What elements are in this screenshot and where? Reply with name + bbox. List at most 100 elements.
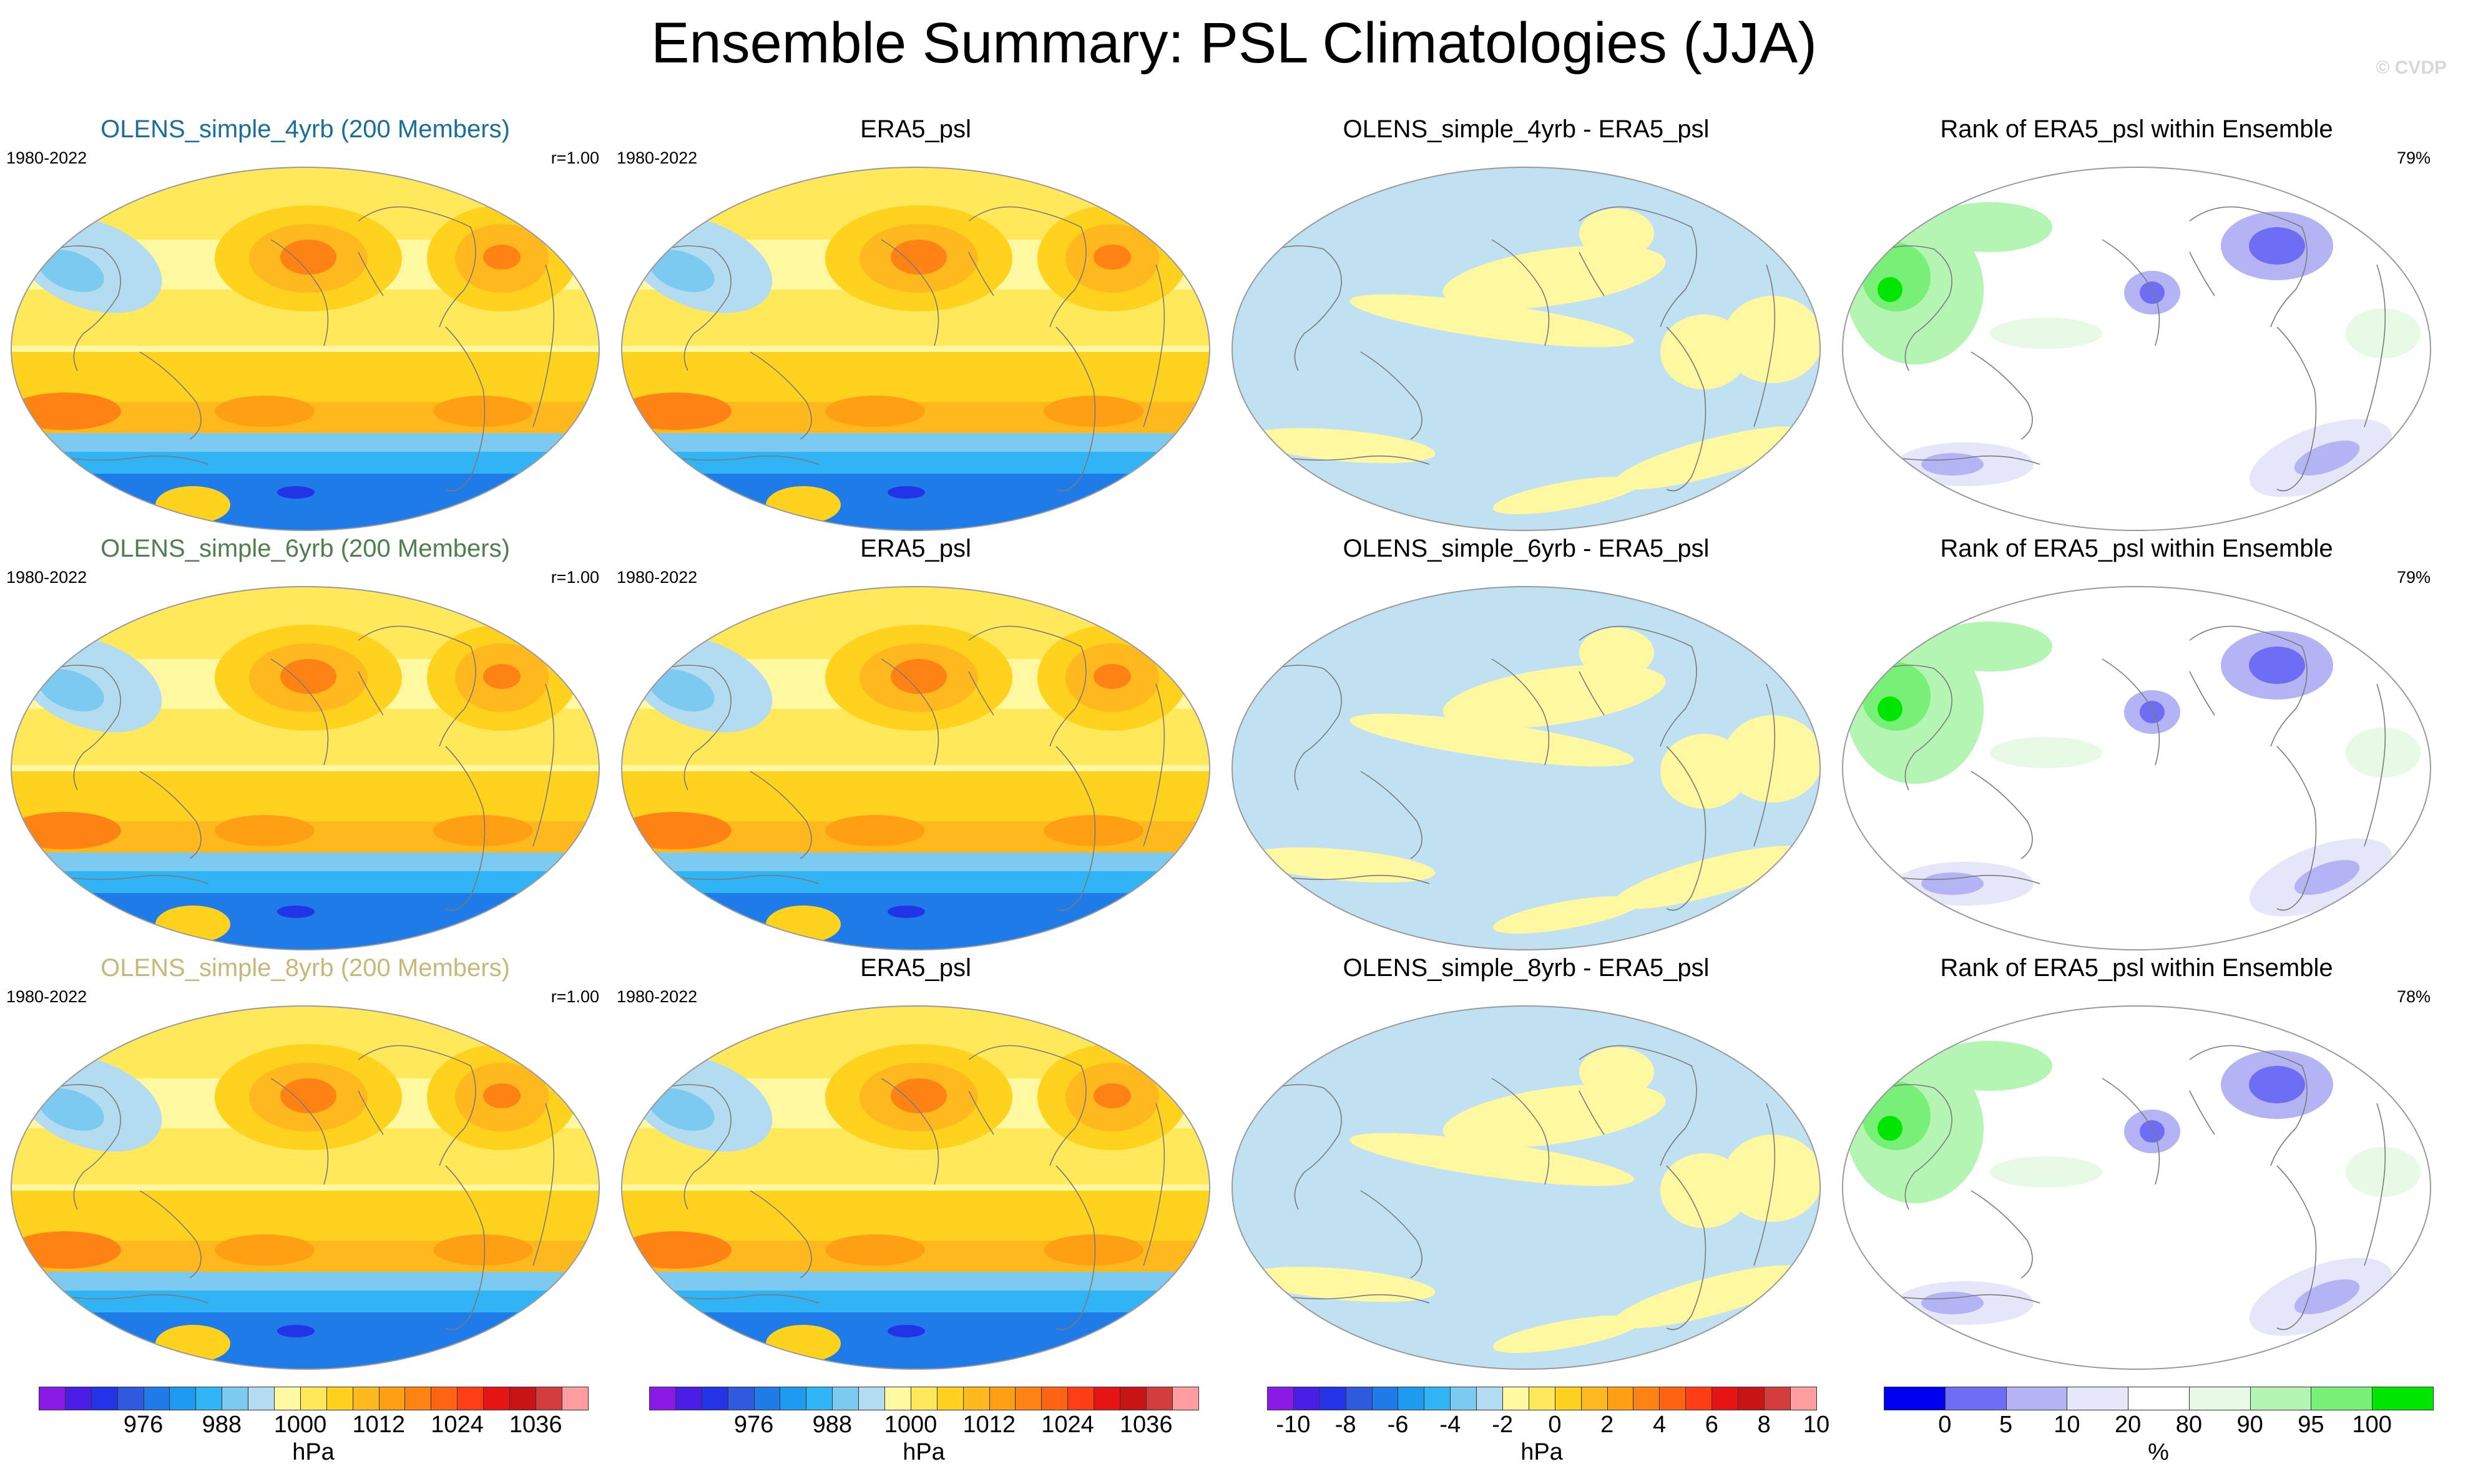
asian-low-core (649, 250, 715, 292)
azores-high-core (483, 664, 521, 689)
coastline-segment (1666, 1165, 1707, 1330)
colorbar-swatch (1319, 1387, 1346, 1410)
coastline-segment (532, 264, 555, 427)
colorbar-tick: 988 (812, 1412, 853, 1438)
rank-low-pacific-core (2140, 1120, 2165, 1143)
period-label: 1980-2022 (6, 568, 87, 587)
map-outline (1842, 167, 2431, 531)
map-psl (11, 167, 600, 531)
coastline-segment (1864, 665, 1952, 791)
rank-high-eurasia (1927, 202, 2052, 252)
colorbar: 0 5 10 20 80 90 95 100% (1884, 1387, 2434, 1480)
rank-high-africa (2346, 308, 2421, 358)
psl-southern-trough-1 (622, 1272, 1210, 1291)
colorbar-unit: hPa (1520, 1439, 1563, 1465)
north-pacific-high-core (280, 659, 336, 694)
rank-low-pacific-core (2140, 701, 2165, 723)
diff-positive-south-atlantic (1614, 846, 1807, 909)
pattern-correlation-label: r=1.00 (551, 568, 599, 587)
south-pacific-high (215, 815, 315, 846)
colorbar-unit: hPa (903, 1439, 945, 1465)
colorbar-swatch (2067, 1387, 2129, 1410)
diff-positive-south-pacific (1492, 1315, 1641, 1354)
page-title: Ensemble Summary: PSL Climatologies (JJA… (651, 11, 1817, 75)
colorbar-swatch (274, 1387, 301, 1410)
azores-high-core (1094, 245, 1131, 270)
colorbar-unit: hPa (292, 1439, 335, 1465)
asian-low-core (649, 1088, 715, 1131)
coastline-segment (358, 206, 476, 328)
coastline-segment (33, 245, 121, 371)
diff-positive-south-indian (1248, 427, 1436, 464)
coastline-segment (2364, 264, 2386, 427)
colorbar-swatch (1659, 1387, 1687, 1410)
rank-high-indian-core (1862, 662, 1931, 731)
azores-high-core (1094, 1083, 1131, 1108)
psl-south-subtropic-band (622, 352, 1210, 402)
coastline-segment (33, 1084, 121, 1210)
colorbar: 976 988 1000 1012 1024 1036 hPa (649, 1387, 1199, 1480)
rank-low-north-atlantic-core (2249, 647, 2305, 684)
north-pacific-high-core (891, 1078, 947, 1113)
coastline-segment (1254, 245, 1342, 371)
map-outline (621, 1005, 1210, 1370)
map-panel-psl: ERA5_psl 1980-2022 (610, 532, 1221, 954)
coastline-segment (445, 1165, 486, 1330)
panel-title: Rank of ERA5_psl within Ensemble (1940, 535, 2333, 562)
colorbar-swatches (39, 1387, 589, 1410)
map-rank (1842, 1005, 2431, 1370)
coastline-segment (1753, 1103, 1776, 1266)
coastline-segment (33, 665, 121, 791)
south-indian-high (11, 812, 121, 849)
colorbar-swatch (1345, 1387, 1373, 1410)
colorbar-tick-labels: 976 988 1000 1012 1024 1036 (39, 1412, 588, 1439)
colorbar-tick: 1036 (1119, 1412, 1173, 1438)
north-pacific-high-core (891, 659, 947, 694)
colorbar-swatch (2128, 1387, 2190, 1410)
colorbar-swatch (806, 1387, 833, 1410)
rank-high-west-pacific (1990, 737, 2102, 768)
colorbar-swatch (1502, 1387, 1529, 1410)
colorbar-swatch (39, 1387, 66, 1410)
diff-positive-south-pacific (1492, 476, 1641, 515)
coastline-overlay (33, 625, 555, 911)
rank-percent-label: 79% (2396, 568, 2431, 587)
coastline-segment (1579, 625, 1697, 747)
psl-southern-trough-2 (11, 1291, 599, 1312)
colorbar-tick-labels: 0 5 10 20 80 90 95 100 (1884, 1412, 2433, 1439)
south-atlantic-high (1044, 815, 1143, 846)
colorbar-tick: 4 (1652, 1412, 1667, 1438)
psl-southern-trough-1 (11, 852, 599, 871)
period-label: 1980-2022 (617, 987, 698, 1006)
coastline-overlay (1254, 1045, 1776, 1330)
colorbar-swatch (1738, 1387, 1765, 1410)
coastline-segment (2102, 658, 2160, 766)
colorbar-swatch (535, 1387, 562, 1410)
map-panel-diff: OLENS_simple_6yrb - ERA5_psl (1221, 532, 1831, 954)
colorbar-swatch (1424, 1387, 1451, 1410)
colorbar-swatch (195, 1387, 223, 1410)
map-panel-rank: Rank of ERA5_psl within Ensemble 78% (1831, 951, 2442, 1373)
colorbar-swatch (1580, 1387, 1608, 1410)
panel-title: ERA5_psl (860, 115, 971, 143)
map-panel-psl: ERA5_psl 1980-2022 (610, 112, 1221, 534)
colorbar-tick: 5 (1999, 1412, 2013, 1438)
southern-low-core (277, 906, 315, 918)
coastline-segment (532, 683, 555, 847)
colorbar-swatch (1607, 1387, 1634, 1410)
coastline-segment (1491, 239, 1550, 346)
colorbar-swatch (1371, 1387, 1399, 1410)
map-outline (621, 167, 1210, 531)
map-panel-psl: OLENS_simple_6yrb (200 Members) 1980-2022… (0, 532, 610, 954)
colorbar-tick: 976 (733, 1412, 774, 1438)
colorbar-swatch (509, 1387, 536, 1410)
colorbar-tick: 10 (2054, 1412, 2080, 1438)
colorbar-tick: 90 (2236, 1412, 2263, 1438)
colorbar-tick: 1036 (509, 1412, 562, 1438)
map-psl (11, 1005, 600, 1370)
diff-positive-tropics (1349, 294, 1634, 348)
coastline-segment (270, 239, 329, 346)
colorbar-swatch (1172, 1387, 1199, 1410)
colorbar-swatch (2372, 1387, 2434, 1410)
colorbar-swatch (1685, 1387, 1713, 1410)
